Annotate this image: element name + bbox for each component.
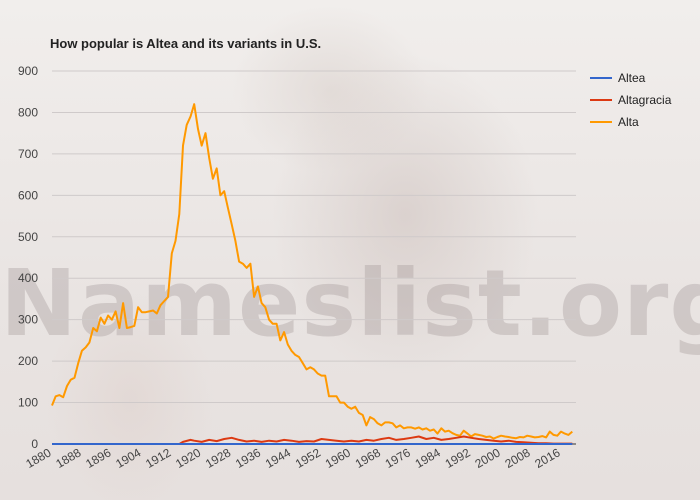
x-tick-label-1968: 1968 xyxy=(353,445,383,471)
chart-title: How popular is Altea and its variants in… xyxy=(50,36,322,51)
legend-swatch-alta xyxy=(590,121,612,123)
legend-swatch-altagracia xyxy=(590,99,612,101)
y-tick-label-100: 100 xyxy=(18,396,38,410)
x-tick-label-1976: 1976 xyxy=(383,445,413,471)
y-tick-label-400: 400 xyxy=(18,271,38,285)
x-tick-label-2016: 2016 xyxy=(532,445,562,471)
x-tick-label-1944: 1944 xyxy=(263,445,293,471)
y-tick-label-200: 200 xyxy=(18,354,38,368)
x-tick-label-2008: 2008 xyxy=(502,445,532,471)
legend-label-altea: Altea xyxy=(618,71,646,85)
x-tick-label-1880: 1880 xyxy=(23,445,53,471)
legend-item-altea[interactable]: Altea xyxy=(590,67,671,89)
series-line-altagracia xyxy=(52,435,573,445)
watermark: Nameslist.org xyxy=(0,250,700,357)
y-tick-label-300: 300 xyxy=(18,313,38,327)
y-tick-label-600: 600 xyxy=(18,188,38,202)
legend-swatch-altea xyxy=(590,77,612,79)
legend-item-altagracia[interactable]: Altagracia xyxy=(590,89,671,111)
y-tick-label-0: 0 xyxy=(31,437,38,451)
x-tick-label-2000: 2000 xyxy=(473,445,503,471)
x-tick-label-1920: 1920 xyxy=(173,445,203,471)
x-tick-label-1912: 1912 xyxy=(143,445,173,471)
x-tick-label-1896: 1896 xyxy=(83,445,113,471)
x-tick-label-1992: 1992 xyxy=(443,445,473,471)
legend-label-altagracia: Altagracia xyxy=(618,93,672,107)
x-tick-label-1904: 1904 xyxy=(113,445,143,471)
legend-item-alta[interactable]: Alta xyxy=(590,111,671,133)
x-tick-label-1952: 1952 xyxy=(293,445,323,471)
series-line-alta xyxy=(51,103,573,440)
x-tick-label-1888: 1888 xyxy=(53,445,83,471)
y-tick-label-800: 800 xyxy=(18,105,38,119)
legend-label-alta: Alta xyxy=(618,115,639,129)
x-tick-label-1960: 1960 xyxy=(323,445,353,471)
y-tick-label-900: 900 xyxy=(18,64,38,78)
x-tick-label-1936: 1936 xyxy=(233,445,263,471)
y-tick-label-500: 500 xyxy=(18,230,38,244)
x-tick-label-1928: 1928 xyxy=(203,445,233,471)
y-tick-label-700: 700 xyxy=(18,147,38,161)
x-tick-label-1984: 1984 xyxy=(413,445,443,471)
legend: Altea Altagracia Alta xyxy=(590,67,671,133)
